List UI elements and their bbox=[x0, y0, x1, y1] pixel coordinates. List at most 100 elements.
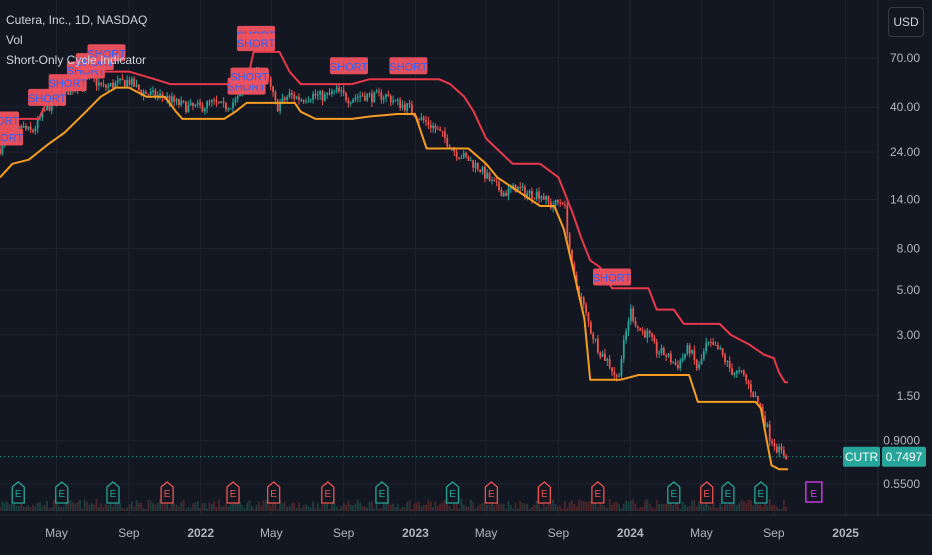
volume-bar bbox=[775, 506, 778, 511]
candle-body bbox=[606, 359, 609, 361]
x-tick-label: May bbox=[475, 526, 498, 540]
candle-body bbox=[608, 359, 611, 368]
cycle-indicator-label[interactable]: Short-Only Cycle Indicator bbox=[6, 53, 147, 67]
earnings-marker[interactable] bbox=[226, 481, 240, 504]
short-signal-label[interactable] bbox=[0, 111, 19, 129]
candle-body bbox=[215, 100, 218, 103]
earnings-marker[interactable] bbox=[591, 481, 605, 504]
candle-body bbox=[488, 172, 491, 181]
short-signal-label[interactable] bbox=[28, 88, 67, 106]
earnings-marker-letter: E bbox=[758, 489, 765, 500]
volume-bar bbox=[705, 503, 708, 511]
candle-body bbox=[130, 78, 133, 85]
short-signal-label[interactable] bbox=[230, 67, 269, 85]
volume-bar bbox=[495, 500, 498, 511]
earnings-marker[interactable] bbox=[721, 481, 735, 504]
candle-body bbox=[286, 96, 289, 100]
earnings-marker[interactable] bbox=[754, 481, 768, 504]
volume-bar bbox=[465, 505, 467, 511]
volume-bar bbox=[279, 500, 282, 511]
symbol-title[interactable]: Cutera, Inc., 1D, NASDAQ bbox=[6, 13, 148, 27]
x-tick-label: 2024 bbox=[617, 526, 644, 540]
candle-body bbox=[458, 157, 460, 159]
candle-body bbox=[189, 102, 192, 106]
earnings-marker[interactable] bbox=[484, 481, 499, 504]
volume-bar bbox=[415, 502, 418, 511]
currency-button[interactable]: USD bbox=[888, 7, 924, 37]
short-signal-label[interactable] bbox=[593, 268, 632, 286]
volume-bar bbox=[476, 505, 479, 511]
volume-bar bbox=[420, 506, 423, 511]
earnings-marker[interactable] bbox=[11, 481, 25, 504]
candle-body bbox=[396, 99, 399, 101]
volume-bar bbox=[253, 508, 256, 511]
earnings-marker[interactable] bbox=[445, 481, 460, 504]
earnings-marker-letter: E bbox=[58, 489, 65, 500]
volume-indicator-label[interactable]: Vol bbox=[6, 33, 23, 47]
candle-body bbox=[667, 353, 670, 357]
volume-bar bbox=[604, 506, 606, 511]
volume-bar bbox=[502, 504, 505, 511]
earnings-marker[interactable] bbox=[375, 481, 389, 504]
volume-bar bbox=[48, 508, 51, 511]
volume-bar bbox=[418, 501, 420, 511]
volume-bar bbox=[778, 508, 781, 511]
candle-body bbox=[347, 100, 350, 104]
volume-bar bbox=[561, 508, 564, 511]
candle-body bbox=[173, 96, 176, 102]
earnings-marker[interactable] bbox=[537, 481, 551, 504]
volume-bar bbox=[396, 503, 399, 511]
x-tick-label: Sep bbox=[548, 526, 570, 540]
volume-bar bbox=[717, 507, 719, 511]
volume-bar bbox=[695, 506, 698, 511]
candle-body bbox=[145, 91, 147, 94]
candle-body bbox=[712, 342, 715, 345]
candle-body bbox=[686, 345, 689, 354]
volume-bar bbox=[57, 506, 60, 511]
earnings-marker[interactable] bbox=[667, 481, 681, 504]
candle-body bbox=[500, 189, 503, 197]
x-tick-label: May bbox=[45, 526, 68, 540]
short-signal-label[interactable] bbox=[389, 57, 428, 75]
candle-body bbox=[29, 126, 32, 131]
short-signal-label[interactable] bbox=[236, 34, 275, 52]
candle-body bbox=[611, 367, 613, 372]
volume-bar bbox=[13, 503, 16, 511]
volume-bar bbox=[328, 508, 331, 511]
short-signal-label[interactable] bbox=[0, 128, 24, 146]
volume-bar bbox=[700, 500, 703, 511]
volume-bar bbox=[107, 505, 110, 511]
candle-body bbox=[646, 330, 649, 338]
earnings-marker[interactable] bbox=[266, 481, 281, 504]
earnings-marker[interactable] bbox=[55, 481, 69, 504]
short-signal-label[interactable] bbox=[87, 44, 126, 62]
volume-bar bbox=[121, 507, 124, 511]
volume-bar bbox=[759, 504, 762, 511]
candle-body bbox=[128, 80, 131, 85]
earnings-marker-letter: E bbox=[670, 489, 677, 500]
candle-body bbox=[166, 95, 169, 99]
volume-bar bbox=[719, 503, 722, 511]
volume-bar bbox=[342, 502, 345, 511]
candle-body bbox=[36, 118, 39, 129]
earnings-marker[interactable] bbox=[106, 481, 120, 504]
volume-bar bbox=[105, 503, 107, 511]
short-signal-label[interactable] bbox=[329, 57, 368, 75]
volume-bar bbox=[566, 507, 569, 511]
earnings-marker[interactable] bbox=[321, 481, 335, 504]
volume-bar bbox=[403, 507, 406, 511]
candle-body bbox=[709, 342, 712, 344]
earnings-marker[interactable] bbox=[805, 481, 823, 503]
candle-body bbox=[585, 304, 588, 313]
volume-bar bbox=[524, 503, 526, 511]
volume-bar bbox=[620, 508, 623, 511]
candle-body bbox=[338, 87, 340, 92]
volume-bar bbox=[345, 504, 347, 511]
earnings-marker[interactable] bbox=[160, 481, 174, 504]
earnings-marker-letter: E bbox=[595, 489, 602, 500]
candle-body bbox=[112, 82, 114, 89]
volume-bar bbox=[222, 506, 225, 511]
earnings-marker[interactable] bbox=[700, 481, 714, 504]
